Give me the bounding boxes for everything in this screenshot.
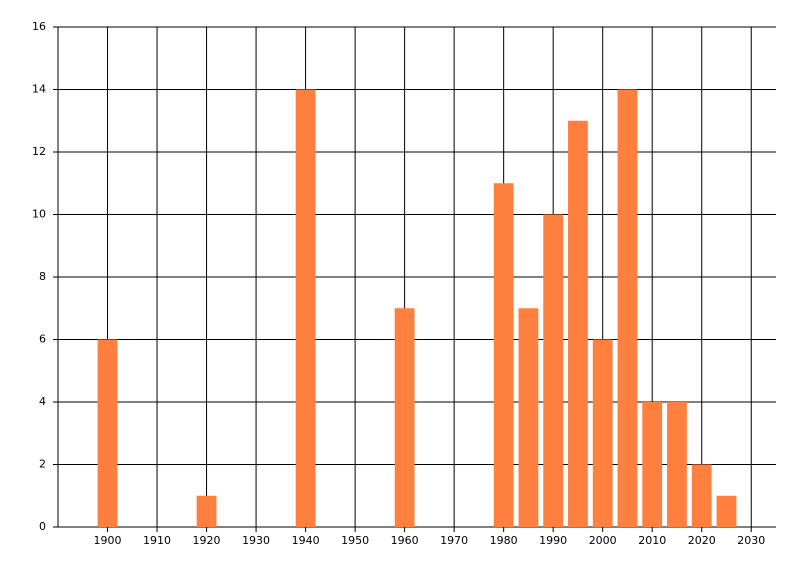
bar	[518, 308, 539, 527]
x-tick-label: 1940	[292, 534, 320, 547]
bar	[295, 89, 316, 527]
bar	[642, 402, 663, 527]
bar	[617, 89, 638, 527]
y-tick-label: 16	[32, 20, 46, 33]
x-tick-label: 2010	[638, 534, 666, 547]
x-tick-label: 2020	[688, 534, 716, 547]
bar	[592, 339, 613, 527]
x-tick-label: 1970	[440, 534, 468, 547]
bar	[543, 214, 564, 527]
y-tick-label: 8	[39, 270, 46, 283]
bar	[568, 120, 588, 527]
y-tick-label: 10	[32, 208, 46, 221]
x-tick-label: 1980	[490, 534, 518, 547]
y-tick-label: 6	[39, 333, 46, 346]
y-tick-label: 4	[39, 395, 46, 408]
x-tick-label: 1960	[391, 534, 419, 547]
bar	[716, 495, 737, 527]
x-tick-label: 1930	[242, 534, 270, 547]
x-tick-label: 2000	[589, 534, 617, 547]
x-tick-label: 1910	[143, 534, 171, 547]
bar	[394, 308, 415, 527]
bar	[667, 402, 687, 527]
x-tick-label: 1950	[341, 534, 369, 547]
x-tick-label: 1900	[94, 534, 122, 547]
x-tick-label: 1920	[193, 534, 221, 547]
x-tick-label: 2030	[737, 534, 765, 547]
y-tick-label: 0	[39, 520, 46, 533]
bar	[691, 464, 712, 527]
bar	[97, 339, 118, 527]
bar	[493, 183, 514, 527]
y-tick-label: 12	[32, 145, 46, 158]
y-tick-label: 14	[32, 83, 46, 96]
bar	[196, 495, 217, 527]
x-tick-label: 1990	[539, 534, 567, 547]
y-tick-label: 2	[39, 458, 46, 471]
